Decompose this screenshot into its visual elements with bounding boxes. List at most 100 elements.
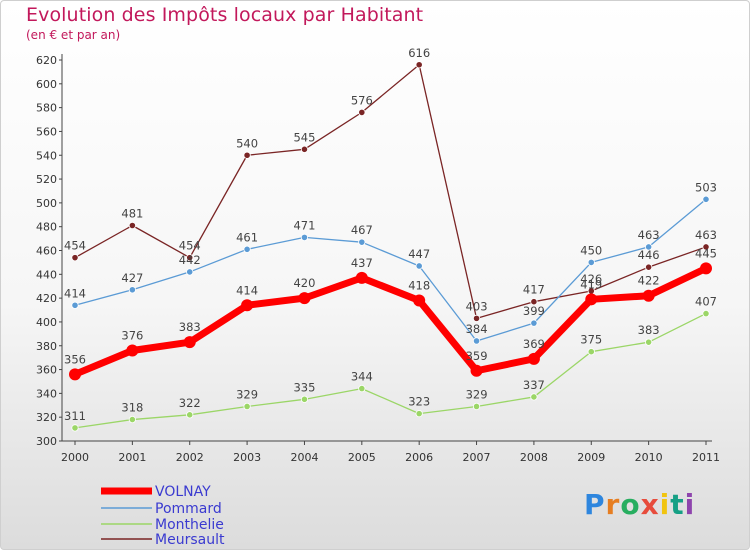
data-point xyxy=(530,393,538,401)
series-monthelie: 311 318 322 329 335 344 323 329 337 375 383 407 xyxy=(64,295,717,432)
data-point xyxy=(300,145,309,153)
y-tick-label: 300 xyxy=(36,435,57,448)
data-point xyxy=(415,61,423,69)
data-point xyxy=(71,424,79,432)
data-label: 422 xyxy=(638,274,660,288)
data-label: 322 xyxy=(179,396,201,410)
data-point xyxy=(126,344,139,357)
data-point xyxy=(298,292,311,305)
data-label: 503 xyxy=(695,180,717,194)
logo-letter: i xyxy=(659,488,671,521)
logo-letter: o xyxy=(620,488,641,521)
logo-letter: i xyxy=(684,488,696,521)
data-label: 384 xyxy=(466,322,488,336)
series-meursault: 454 481 454 540 545 576 616 403 417 426 446 463 xyxy=(64,46,717,322)
legend-label: Monthelie xyxy=(155,517,224,533)
data-label: 311 xyxy=(64,409,86,423)
data-point xyxy=(71,254,79,262)
x-tick-label: 2003 xyxy=(233,451,261,464)
data-point xyxy=(645,338,653,346)
chart-title: Evolution des Impôts locaux par Habitant xyxy=(26,4,424,26)
logo-letter: x xyxy=(640,488,660,521)
data-label: 420 xyxy=(293,276,315,290)
data-label: 442 xyxy=(179,253,201,267)
data-point xyxy=(472,402,481,411)
data-label: 403 xyxy=(466,299,488,313)
data-label: 417 xyxy=(523,283,545,297)
series-line xyxy=(73,265,708,378)
x-tick-label: 2001 xyxy=(118,451,146,464)
y-tick-label: 320 xyxy=(36,411,57,424)
data-point xyxy=(71,301,79,309)
data-point xyxy=(358,385,366,393)
data-point xyxy=(700,262,712,275)
data-label: 450 xyxy=(580,243,602,257)
y-tick-label: 360 xyxy=(36,364,57,377)
logo-letter: P xyxy=(584,488,606,521)
series-volnay: 356 376 383 414 420 437 418 359 369 419 422 445 xyxy=(64,246,717,381)
data-point xyxy=(355,271,368,284)
data-point xyxy=(472,314,481,322)
axes: 300 320 340 360 380 400 420 440 460 480 500 520 540 5… xyxy=(36,54,720,464)
data-point xyxy=(642,289,655,302)
data-label: 407 xyxy=(695,295,717,309)
data-label: 576 xyxy=(351,93,373,107)
data-point xyxy=(186,268,194,276)
data-label: 437 xyxy=(351,256,373,270)
y-tick-label: 580 xyxy=(36,102,57,115)
data-label: 540 xyxy=(236,136,258,150)
data-point xyxy=(186,254,194,262)
legend-label: Pommard xyxy=(155,501,222,517)
data-label: 356 xyxy=(64,352,86,366)
data-point xyxy=(243,402,251,411)
data-point xyxy=(186,411,194,419)
data-point xyxy=(183,336,196,349)
series-line xyxy=(74,64,707,320)
data-point xyxy=(128,221,136,230)
legend-label: Meursault xyxy=(155,532,225,548)
data-point xyxy=(702,243,710,251)
data-point xyxy=(241,299,254,312)
data-label: 616 xyxy=(408,46,430,60)
data-point xyxy=(415,410,423,418)
data-label: 375 xyxy=(580,333,602,347)
data-label: 337 xyxy=(523,378,545,392)
data-point xyxy=(243,151,251,159)
legend-item-volnay: VOLNAY xyxy=(101,484,211,500)
y-tick-label: 620 xyxy=(36,54,57,67)
data-label: 318 xyxy=(121,401,143,415)
data-label: 376 xyxy=(121,329,143,343)
logo-letter: t xyxy=(670,488,685,521)
y-tick-label: 540 xyxy=(36,149,57,162)
legend-item-meursault: Meursault xyxy=(101,532,225,548)
y-tick-label: 440 xyxy=(36,268,57,281)
data-label: 445 xyxy=(695,246,717,260)
data-point xyxy=(128,415,136,424)
data-label: 426 xyxy=(580,272,602,286)
data-label: 414 xyxy=(236,283,258,297)
data-point xyxy=(585,293,598,306)
series-line xyxy=(74,313,707,429)
data-label: 383 xyxy=(179,320,201,334)
data-point xyxy=(358,108,366,116)
x-tick-label: 2008 xyxy=(520,451,548,464)
y-tick-label: 600 xyxy=(36,78,57,91)
x-tick-label: 2011 xyxy=(692,451,720,464)
y-tick-label: 480 xyxy=(36,221,57,234)
data-label: 383 xyxy=(638,323,660,337)
data-label: 471 xyxy=(293,218,315,232)
x-tick-label: 2000 xyxy=(61,451,89,464)
y-tick-label: 560 xyxy=(36,125,57,138)
x-tick-label: 2007 xyxy=(463,451,491,464)
logo-letter: r xyxy=(605,488,621,521)
data-label: 344 xyxy=(351,370,373,384)
data-point xyxy=(415,262,423,270)
x-tick-label: 2010 xyxy=(635,451,663,464)
data-label: 369 xyxy=(523,337,545,351)
data-label: 447 xyxy=(408,247,430,261)
data-point xyxy=(358,238,366,246)
